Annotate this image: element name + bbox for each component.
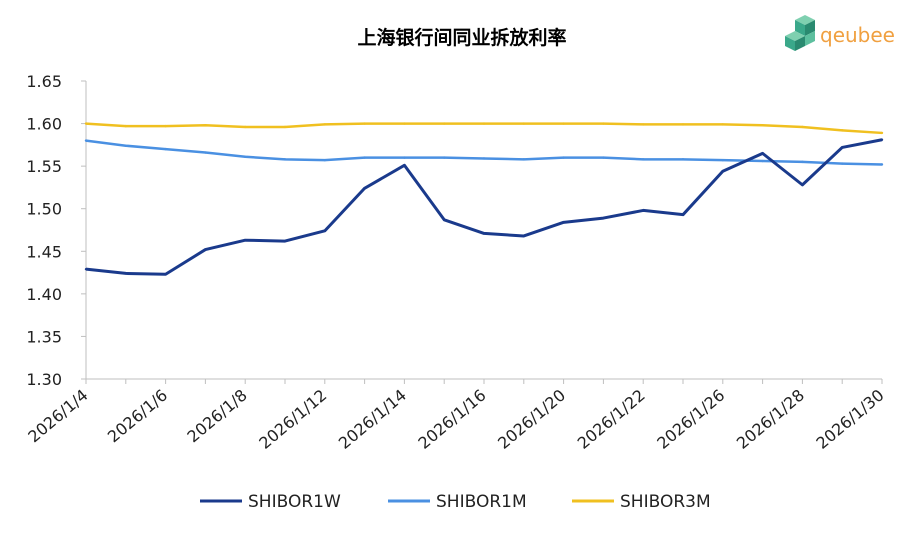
data-point-shibor1w: [721, 170, 724, 173]
x-tick-label: 2026/1/14: [335, 386, 410, 453]
legend-label: SHIBOR1W: [248, 492, 341, 512]
legend-item-shibor1w: SHIBOR1W: [200, 492, 341, 512]
data-point-shibor3m: [761, 124, 764, 127]
data-point-shibor3m: [721, 123, 724, 126]
data-point-shibor1w: [204, 248, 207, 251]
data-point-shibor1m: [84, 139, 88, 142]
data-point-shibor1m: [880, 163, 884, 166]
x-tick-label: 2026/1/8: [184, 386, 251, 447]
y-tick-label: 1.65: [26, 72, 62, 91]
data-point-shibor1w: [841, 146, 844, 149]
data-point-shibor1w: [681, 213, 685, 216]
data-point-shibor1w: [801, 183, 804, 187]
data-point-shibor1m: [164, 147, 167, 151]
data-point-shibor1m: [482, 157, 486, 160]
chart-title: 上海银行间同业拆放利率: [357, 26, 566, 49]
data-point-shibor1m: [443, 156, 446, 159]
data-point-shibor1w: [602, 216, 605, 220]
data-point-shibor1w: [642, 209, 645, 212]
x-tick-label: 2026/1/26: [653, 386, 728, 453]
data-point-shibor3m: [204, 124, 207, 127]
y-tick-label: 1.50: [26, 200, 62, 219]
data-point-shibor1w: [164, 273, 167, 276]
x-tick-label: 2026/1/28: [733, 386, 808, 453]
data-point-shibor3m: [801, 125, 804, 129]
x-tick-label: 2026/1/12: [255, 386, 330, 453]
data-point-shibor1m: [124, 144, 128, 147]
data-point-shibor3m: [681, 123, 685, 126]
data-point-shibor1m: [522, 158, 525, 161]
data-point-shibor1w: [562, 221, 565, 224]
data-point-shibor1m: [363, 156, 366, 159]
data-point-shibor3m: [363, 122, 366, 125]
data-point-shibor1w: [761, 152, 764, 155]
data-point-shibor3m: [642, 123, 645, 126]
y-tick-label: 1.35: [26, 327, 62, 346]
data-point-shibor1w: [482, 232, 486, 235]
data-point-shibor3m: [522, 122, 525, 125]
data-point-shibor1m: [721, 158, 724, 162]
data-point-shibor3m: [164, 124, 167, 128]
legend-item-shibor1m: SHIBOR1M: [388, 492, 527, 512]
qeubee-logo: qeubee: [785, 15, 895, 51]
x-tick-label: 2026/1/30: [813, 386, 888, 453]
data-point-shibor3m: [244, 125, 247, 129]
data-point-shibor1m: [841, 162, 844, 165]
data-point-shibor1m: [204, 151, 207, 154]
data-point-shibor1w: [403, 164, 406, 167]
x-tick-label: 2026/1/16: [415, 386, 490, 453]
data-point-shibor3m: [482, 122, 486, 125]
data-point-shibor3m: [602, 122, 605, 125]
data-point-shibor1m: [602, 156, 605, 159]
data-point-shibor1m: [681, 158, 685, 161]
legend-label: SHIBOR1M: [436, 492, 527, 512]
data-point-shibor3m: [841, 129, 844, 132]
legend-label: SHIBOR3M: [620, 492, 711, 512]
data-point-shibor3m: [323, 123, 326, 126]
data-point-shibor3m: [443, 122, 446, 125]
data-point-shibor3m: [283, 125, 287, 129]
y-tick-label: 1.45: [26, 242, 62, 261]
data-point-shibor1w: [244, 239, 247, 242]
data-point-shibor1w: [323, 229, 326, 233]
data-point-shibor1w: [124, 272, 128, 275]
data-point-shibor1m: [642, 158, 645, 161]
x-tick-label: 2026/1/20: [494, 386, 569, 453]
legend-item-shibor3m: SHIBOR3M: [572, 492, 711, 512]
data-point-shibor1w: [283, 239, 287, 243]
data-point-shibor1m: [403, 156, 406, 159]
data-point-shibor3m: [84, 122, 88, 125]
logo-cube-icon: [785, 15, 815, 51]
y-tick-label: 1.55: [26, 157, 62, 176]
data-point-shibor1m: [801, 160, 804, 164]
data-point-shibor3m: [124, 124, 128, 128]
data-point-shibor3m: [562, 122, 565, 125]
x-tick-label: 2026/1/4: [24, 386, 91, 447]
data-point-shibor1m: [323, 158, 326, 162]
y-tick-label: 1.60: [26, 115, 62, 134]
data-point-shibor1w: [84, 267, 88, 271]
data-point-shibor1w: [880, 138, 884, 141]
x-tick-label: 2026/1/22: [574, 386, 649, 453]
data-point-shibor1m: [283, 158, 287, 161]
data-point-shibor1m: [761, 159, 764, 163]
data-point-shibor3m: [403, 122, 406, 125]
y-tick-label: 1.30: [26, 370, 62, 389]
data-point-shibor1w: [522, 234, 525, 238]
data-point-shibor1m: [244, 155, 247, 158]
y-tick-label: 1.40: [26, 285, 62, 304]
logo-text: qeubee: [820, 23, 895, 47]
data-point-shibor1w: [363, 187, 366, 190]
data-point-shibor1w: [443, 218, 446, 221]
x-tick-label: 2026/1/6: [104, 386, 171, 447]
data-point-shibor3m: [880, 131, 884, 135]
data-point-shibor1m: [562, 156, 565, 159]
